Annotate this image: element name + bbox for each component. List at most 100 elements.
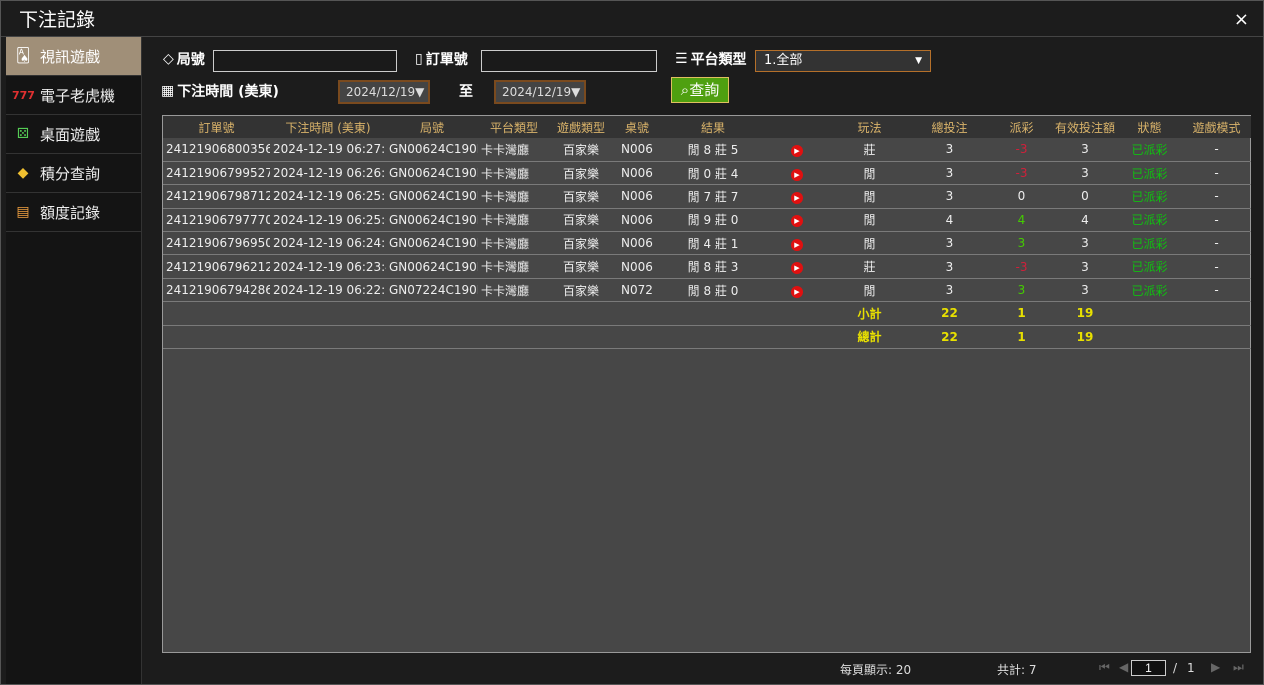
- cell-result: 閒 8 莊 5: [662, 138, 764, 162]
- cell-result: 閒 4 莊 1: [662, 231, 764, 256]
- grandtotal-row: 總計 22 1 19: [163, 325, 1251, 350]
- cell-status: 已派彩: [1117, 254, 1182, 279]
- document-icon: ▤: [16, 204, 30, 220]
- sidebar-item-table-games[interactable]: ⚄ 桌面遊戲: [6, 115, 141, 154]
- sidebar-item-live-games[interactable]: 🂡 視訊遊戲: [6, 37, 141, 76]
- empty-cell: [478, 301, 550, 326]
- next-page-icon[interactable]: ▶: [1211, 660, 1221, 674]
- query-button[interactable]: ⌕查詢: [671, 77, 729, 103]
- cell-round-no: GN07224C190EB: [386, 278, 478, 303]
- cell-valid-bet: 0: [1053, 184, 1117, 209]
- page-separator: /: [1173, 661, 1178, 675]
- header-result: 結果: [662, 116, 764, 138]
- prev-page-icon[interactable]: ◀: [1119, 660, 1129, 674]
- cell-total-bet: 3: [909, 278, 990, 303]
- empty-cell: [612, 301, 662, 326]
- sidebar-item-credit-records[interactable]: ▤ 額度記錄: [6, 193, 141, 232]
- play-replay-icon[interactable]: ▶: [791, 285, 803, 298]
- diamond-icon: ◆: [17, 165, 29, 181]
- empty-cell: [270, 301, 386, 326]
- cell-bet-type: 閒: [830, 231, 909, 256]
- query-label: 查詢: [689, 81, 720, 99]
- cell-replay[interactable]: ▶: [764, 184, 830, 209]
- play-replay-icon[interactable]: ▶: [791, 168, 803, 181]
- header-status: 狀態: [1117, 116, 1182, 138]
- play-replay-icon[interactable]: ▶: [791, 238, 803, 251]
- cell-game-type: 百家樂: [550, 184, 612, 209]
- cell-total-bet: 3: [909, 231, 990, 256]
- empty-cell: [764, 325, 830, 350]
- total-pages: 1: [1187, 661, 1195, 675]
- cell-total-bet: 3: [909, 254, 990, 279]
- cell-replay[interactable]: ▶: [764, 278, 830, 303]
- cell-replay[interactable]: ▶: [764, 231, 830, 256]
- play-replay-icon[interactable]: ▶: [791, 191, 803, 204]
- cell-table-no: N006: [612, 184, 662, 209]
- cell-game-mode: -: [1182, 161, 1251, 186]
- page-input[interactable]: [1131, 660, 1166, 676]
- sidebar-item-slots[interactable]: 777 電子老虎機: [6, 76, 141, 115]
- date-from-picker[interactable]: 2024/12/19▼: [338, 80, 430, 104]
- time-label-text: 下注時間 (美東): [177, 84, 279, 100]
- subtotal-row: 小計 22 1 19: [163, 301, 1251, 326]
- cell-result: 閒 7 莊 7: [662, 184, 764, 209]
- cell-valid-bet: 4: [1053, 208, 1117, 233]
- cell-replay[interactable]: ▶: [764, 208, 830, 233]
- cell-total-bet: 4: [909, 208, 990, 233]
- play-replay-icon[interactable]: ▶: [791, 262, 803, 275]
- sidebar-item-points[interactable]: ◆ 積分查詢: [6, 154, 141, 193]
- cell-replay[interactable]: ▶: [764, 254, 830, 279]
- subtotal-label: 小計: [830, 301, 909, 326]
- bet-table: 訂單號 下注時間 (美東) 局號 平台類型 遊戲類型 桌號 結果 玩法 總投注 派彩 有效投注額 狀態…: [162, 115, 1251, 653]
- cell-game-mode: -: [1182, 254, 1251, 279]
- order-input[interactable]: [481, 50, 657, 72]
- cell-platform: 卡卡灣廳: [478, 138, 550, 162]
- chevron-down-icon: ▼: [915, 56, 922, 66]
- subtotal-valid-bet: 19: [1053, 301, 1117, 326]
- cell-replay[interactable]: ▶: [764, 138, 830, 162]
- table-header: 訂單號 下注時間 (美東) 局號 平台類型 遊戲類型 桌號 結果 玩法 總投注 派彩 有效投注額 狀態…: [163, 116, 1251, 138]
- empty-cell: [386, 301, 478, 326]
- cell-status: 已派彩: [1117, 278, 1182, 303]
- slot-777-icon: 777: [12, 88, 35, 102]
- header-valid-bet: 有效投注額: [1053, 116, 1117, 138]
- cell-table-no: N006: [612, 254, 662, 279]
- cell-replay[interactable]: ▶: [764, 161, 830, 186]
- date-to-picker[interactable]: 2024/12/19▼: [494, 80, 586, 104]
- cell-round-no: GN00624C190FT: [386, 161, 478, 186]
- empty-cell: [764, 301, 830, 326]
- cell-round-no: GN00624C190FU: [386, 138, 478, 162]
- cell-order-no: 241219067995279: [163, 161, 270, 186]
- cell-payout: 4: [990, 208, 1053, 233]
- first-page-icon[interactable]: ⏮: [1099, 660, 1110, 674]
- cell-game-mode: -: [1182, 231, 1251, 256]
- time-label: ▦ 下注時間 (美東): [161, 81, 279, 101]
- cell-table-no: N072: [612, 278, 662, 303]
- cell-valid-bet: 3: [1053, 161, 1117, 186]
- order-label-text: 訂單號: [425, 52, 468, 68]
- platform-select[interactable]: 1.全部 ▼: [755, 50, 931, 72]
- play-replay-icon[interactable]: ▶: [791, 215, 803, 228]
- cell-order-no: 241219067977707: [163, 208, 270, 233]
- header-bet-time: 下注時間 (美東): [270, 116, 386, 138]
- close-icon[interactable]: ×: [1233, 9, 1249, 30]
- cell-order-no: 241219067969503: [163, 231, 270, 256]
- cell-game-type: 百家樂: [550, 161, 612, 186]
- empty-cell: [270, 325, 386, 350]
- empty-cell: [550, 301, 612, 326]
- last-page-icon[interactable]: ⏭: [1233, 660, 1244, 674]
- title-bar: 下注記錄: [1, 1, 1263, 37]
- play-replay-icon[interactable]: ▶: [791, 144, 803, 157]
- empty-cell: [662, 325, 764, 350]
- clipboard-icon: ▯: [415, 51, 423, 67]
- round-input[interactable]: [213, 50, 397, 72]
- header-payout: 派彩: [990, 116, 1053, 138]
- cell-platform: 卡卡灣廳: [478, 278, 550, 303]
- cell-bet-type: 閒: [830, 278, 909, 303]
- grandtotal-valid-bet: 19: [1053, 325, 1117, 350]
- cell-payout: 3: [990, 278, 1053, 303]
- cell-result: 閒 8 莊 3: [662, 254, 764, 279]
